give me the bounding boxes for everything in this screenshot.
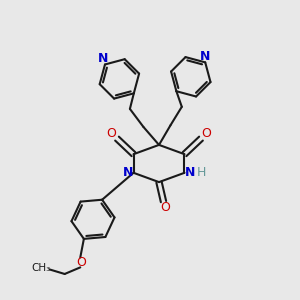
Text: O: O xyxy=(107,127,116,140)
Text: N: N xyxy=(185,166,195,179)
Text: H: H xyxy=(196,166,206,179)
Text: N: N xyxy=(123,166,133,179)
Text: N: N xyxy=(200,50,210,63)
Text: O: O xyxy=(160,201,170,214)
Text: O: O xyxy=(202,127,211,140)
Text: CH₃: CH₃ xyxy=(32,263,51,273)
Text: O: O xyxy=(76,256,86,269)
Text: N: N xyxy=(98,52,109,65)
